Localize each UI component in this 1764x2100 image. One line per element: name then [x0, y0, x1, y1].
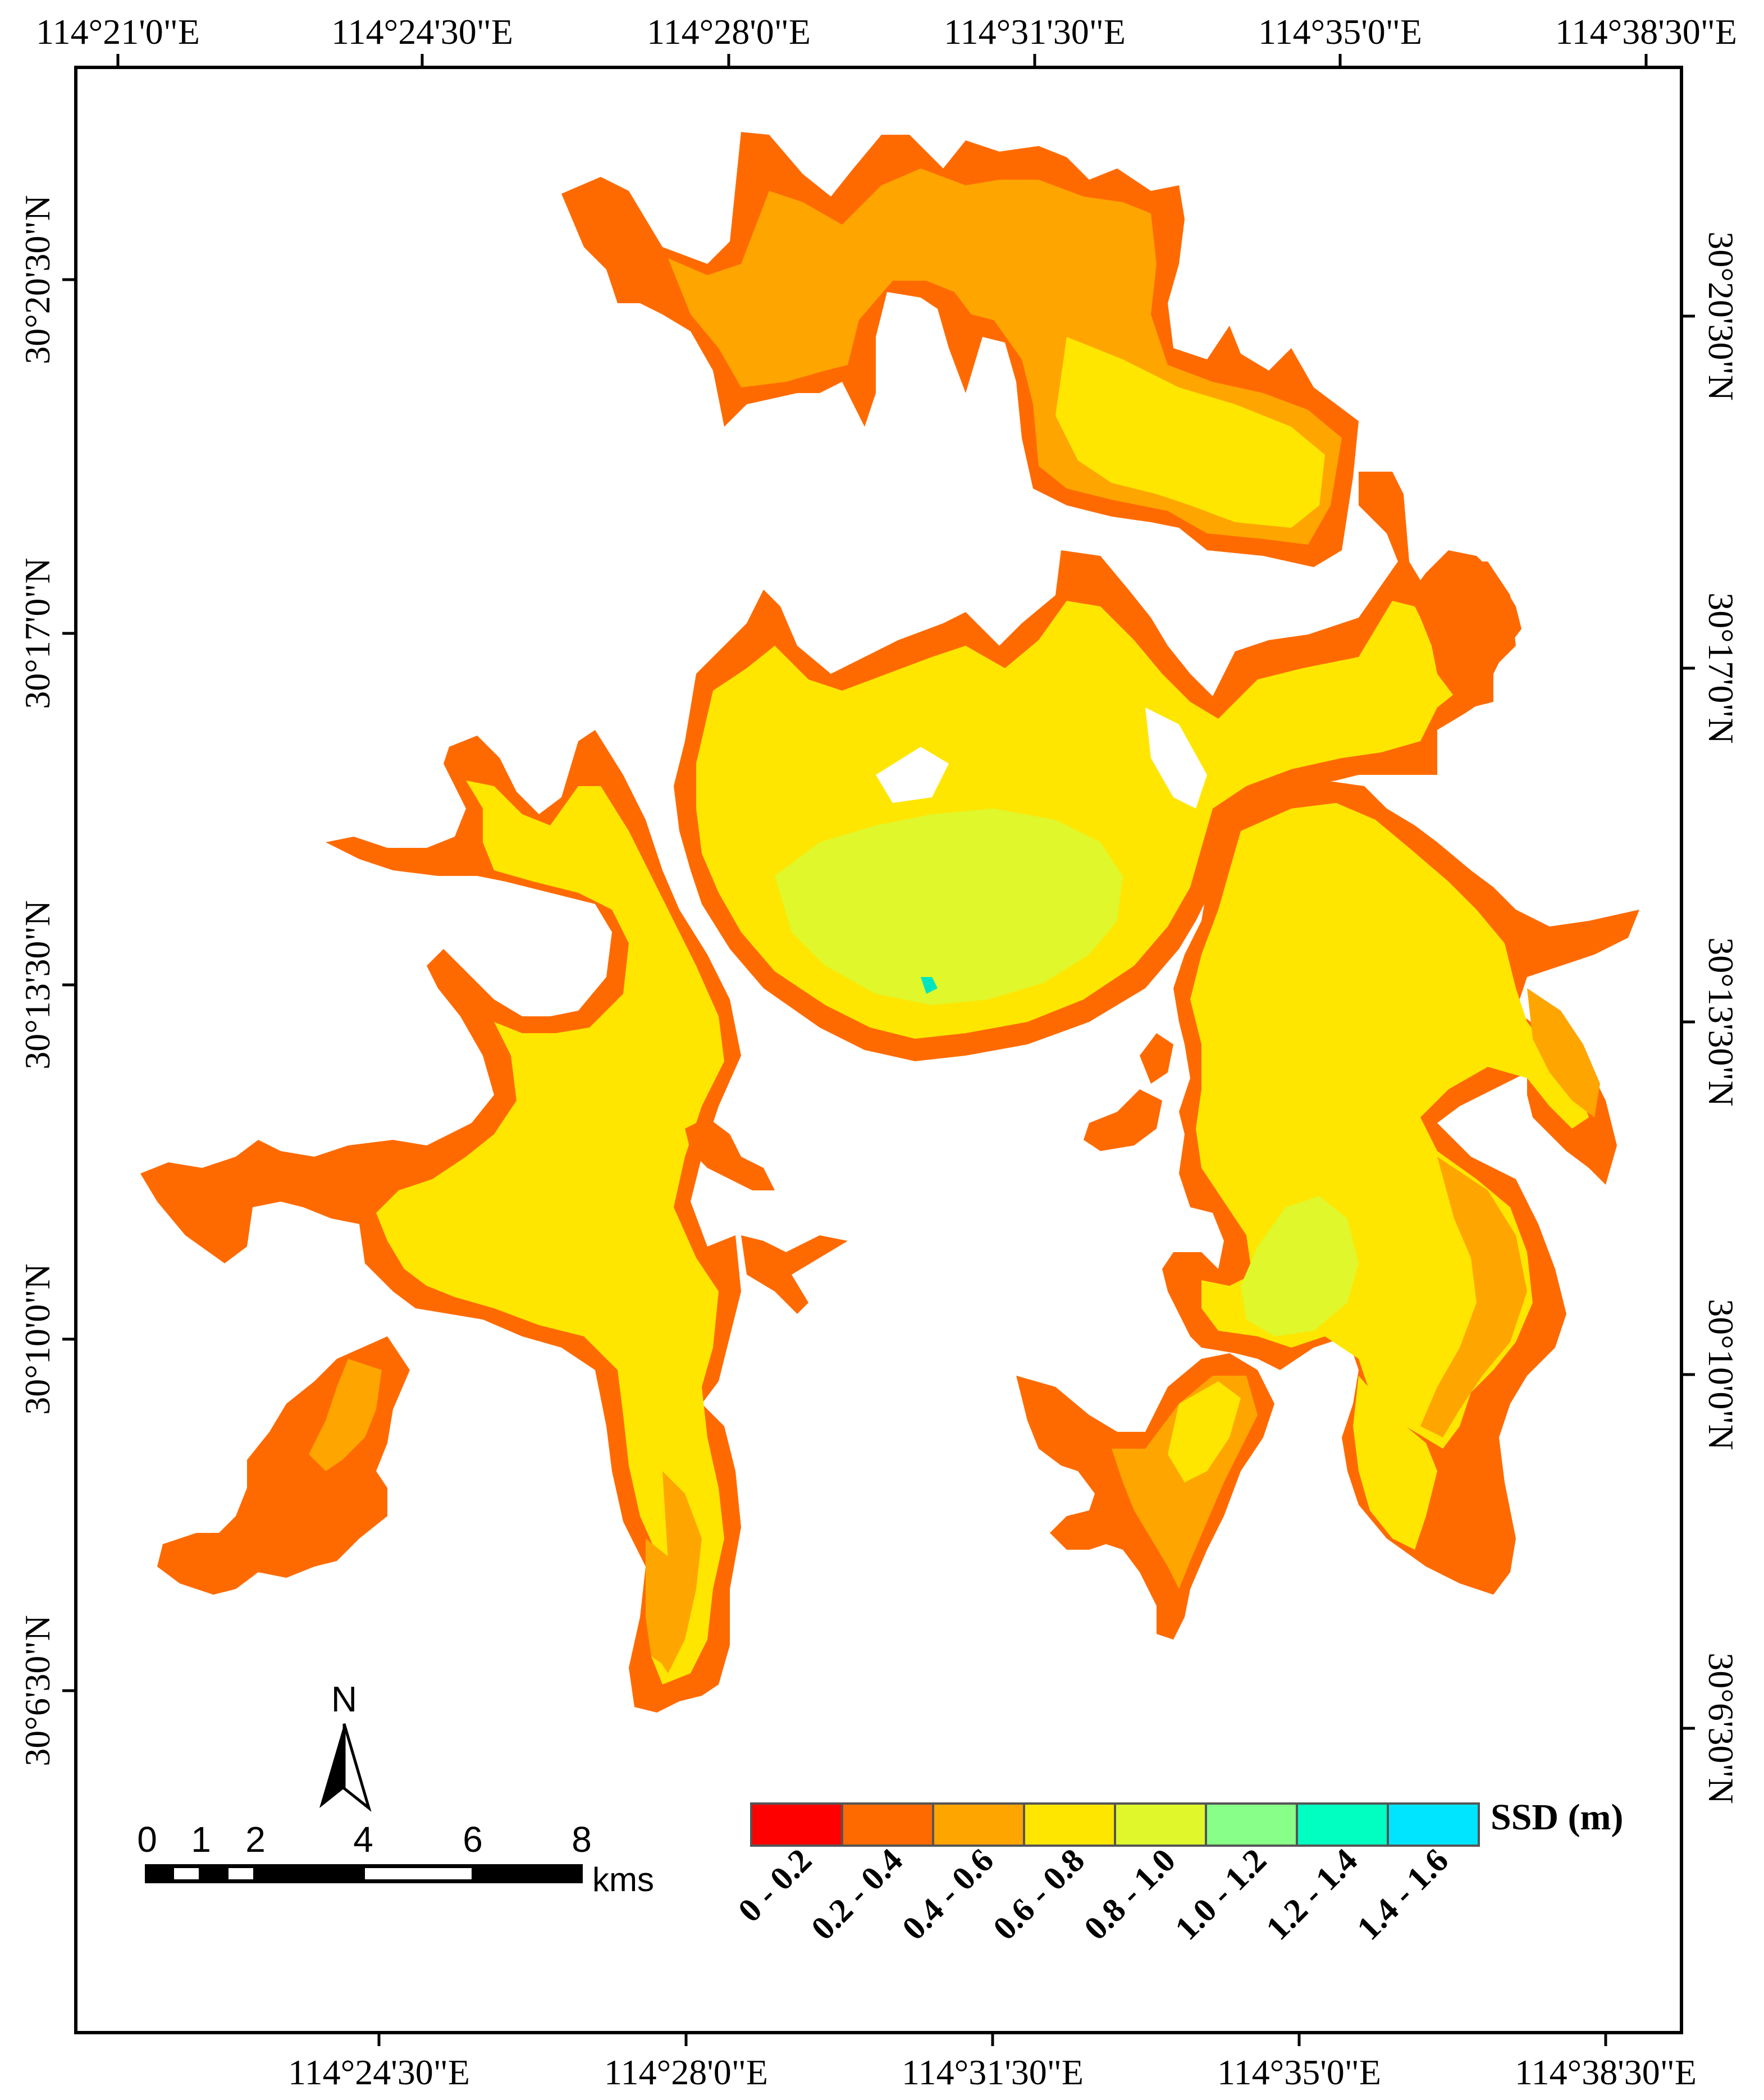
legend-swatch	[1296, 1802, 1389, 1847]
top-longitude-label: 114°38'30"E	[1555, 12, 1737, 52]
left-latitude-label: 30°6'30"N	[17, 1615, 57, 1766]
left-latitude-label: 30°10'0"N	[17, 1263, 57, 1414]
bottom-longitude-label: 114°31'30"E	[902, 2052, 1084, 2092]
lake-north-arm	[561, 132, 1359, 567]
lake-east-arm	[1162, 780, 1639, 1595]
legend-labels: 0 - 0.20.2 - 0.40.4 - 0.60.6 - 0.80.8 - …	[731, 1842, 1455, 1947]
scale-bar: 0 1 2 4 6 8 kms	[137, 1819, 654, 1898]
scale-tick-label: 4	[353, 1819, 373, 1860]
north-arrow-label: N	[331, 1679, 357, 1719]
scale-tick-label: 2	[245, 1819, 266, 1860]
top-longitude-label: 114°35'0"E	[1258, 12, 1422, 52]
left-latitude-labels: 30°20'30"N 30°17'0"N 30°13'30"N 30°10'0"…	[17, 195, 57, 1766]
legend-swatch	[750, 1802, 843, 1847]
right-latitude-label: 30°13'30"N	[1701, 937, 1741, 1106]
top-longitude-label: 114°24'30"E	[331, 12, 513, 52]
bottom-longitude-label: 114°24'30"E	[288, 2052, 470, 2092]
legend-class-label: 0.6 - 0.8	[986, 1842, 1091, 1947]
scale-tick-label: 8	[572, 1819, 592, 1860]
top-longitude-label: 114°21'0"E	[36, 12, 200, 52]
right-latitude-label: 30°10'0"N	[1701, 1299, 1741, 1450]
top-longitude-labels: 114°21'0"E 114°24'30"E 114°28'0"E 114°31…	[36, 12, 1737, 52]
legend-swatch	[1387, 1802, 1480, 1847]
bottom-longitude-label: 114°35'0"E	[1217, 2052, 1381, 2092]
lake-northeast-bay	[1409, 550, 1521, 707]
right-latitude-label: 30°17'0"N	[1701, 592, 1741, 743]
north-arrow: N	[319, 1679, 372, 1812]
legend-swatch	[841, 1802, 934, 1847]
lake-small-bays	[685, 1033, 1173, 1314]
right-latitude-label: 30°6'30"N	[1701, 1652, 1741, 1804]
legend-class-label: 0.4 - 0.6	[895, 1842, 1000, 1947]
legend-class-label: 1.4 - 1.6	[1350, 1842, 1455, 1947]
legend-swatches	[750, 1802, 1480, 1847]
legend-class-label: 0 - 0.2	[731, 1842, 819, 1929]
top-longitude-label: 114°31'30"E	[944, 12, 1126, 52]
left-latitude-label: 30°20'30"N	[17, 195, 57, 364]
legend-swatch	[1205, 1802, 1298, 1847]
scale-tick-label: 0	[137, 1819, 157, 1860]
legend-class-label: 0.8 - 1.0	[1077, 1842, 1182, 1947]
left-latitude-label: 30°13'30"N	[17, 900, 57, 1069]
legend: SSD (m) 0 - 0.20.2 - 0.40.4 - 0.60.6 - 0…	[731, 1797, 1624, 1947]
bottom-longitude-label: 114°38'30"E	[1515, 2052, 1697, 2092]
scale-tick-label: 1	[191, 1819, 211, 1860]
legend-class-label: 0.2 - 0.4	[804, 1842, 910, 1947]
right-latitude-labels: 30°20'30"N 30°17'0"N 30°13'30"N 30°10'0"…	[1701, 231, 1741, 1804]
right-latitude-label: 30°20'30"N	[1701, 231, 1741, 400]
lake-central-basin	[674, 472, 1516, 1061]
legend-swatch	[1114, 1802, 1207, 1847]
legend-class-label: 1.0 - 1.2	[1168, 1842, 1273, 1947]
lake-west-arm	[140, 730, 741, 1713]
lake-southwest-arm	[157, 1336, 410, 1595]
legend-title: SSD (m)	[1491, 1797, 1624, 1838]
top-longitude-label: 114°28'0"E	[647, 12, 811, 52]
legend-swatch	[1023, 1802, 1116, 1847]
bottom-longitude-label: 114°28'0"E	[604, 2052, 768, 2092]
scale-unit-label: kms	[592, 1861, 654, 1898]
scale-tick-label: 6	[463, 1819, 483, 1860]
north-arrow-icon	[319, 1724, 344, 1808]
map-frame	[74, 66, 1683, 2034]
lake-southeast-arm	[1016, 1353, 1274, 1640]
bottom-longitude-labels: 114°24'30"E 114°28'0"E 114°31'30"E 114°3…	[288, 2052, 1697, 2092]
legend-class-label: 1.2 - 1.4	[1259, 1842, 1364, 1947]
left-latitude-label: 30°17'0"N	[17, 558, 57, 709]
top-ticks	[62, 54, 1695, 2046]
legend-swatch	[932, 1802, 1025, 1847]
